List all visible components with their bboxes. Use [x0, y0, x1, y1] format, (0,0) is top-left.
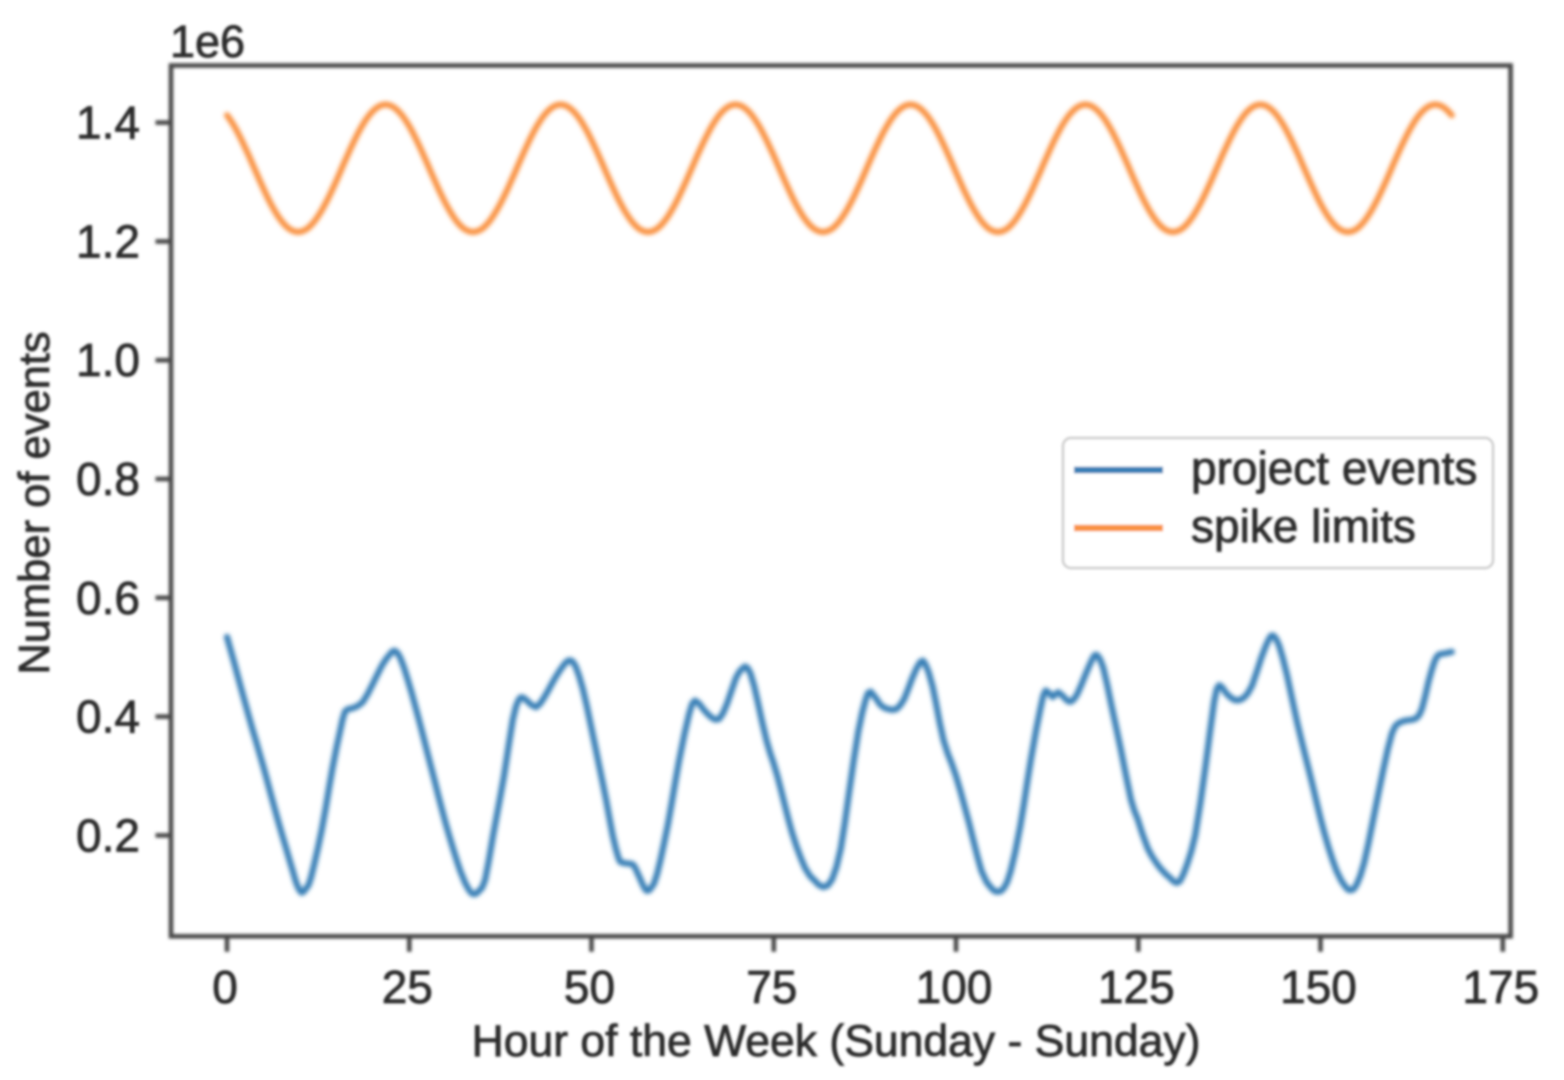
- svg-text:100: 100: [916, 961, 993, 1013]
- svg-text:project events: project events: [1191, 442, 1477, 494]
- svg-text:0: 0: [212, 961, 238, 1013]
- svg-text:125: 125: [1098, 961, 1175, 1013]
- svg-text:0.2: 0.2: [76, 809, 140, 861]
- svg-text:0.6: 0.6: [76, 572, 140, 624]
- svg-text:1.4: 1.4: [76, 97, 140, 149]
- svg-text:25: 25: [382, 961, 433, 1013]
- svg-text:Hour of the Week (Sunday - Sun: Hour of the Week (Sunday - Sunday): [472, 1017, 1201, 1066]
- svg-text:150: 150: [1280, 961, 1357, 1013]
- svg-text:75: 75: [746, 961, 797, 1013]
- svg-text:175: 175: [1462, 961, 1539, 1013]
- svg-text:1.2: 1.2: [76, 215, 140, 267]
- svg-text:50: 50: [564, 961, 615, 1013]
- svg-text:Number of events: Number of events: [11, 331, 59, 674]
- svg-text:0.8: 0.8: [76, 453, 140, 505]
- svg-text:spike limits: spike limits: [1191, 500, 1416, 552]
- svg-text:0.4: 0.4: [76, 691, 140, 743]
- svg-text:1e6: 1e6: [170, 16, 245, 67]
- svg-text:1.0: 1.0: [76, 334, 140, 386]
